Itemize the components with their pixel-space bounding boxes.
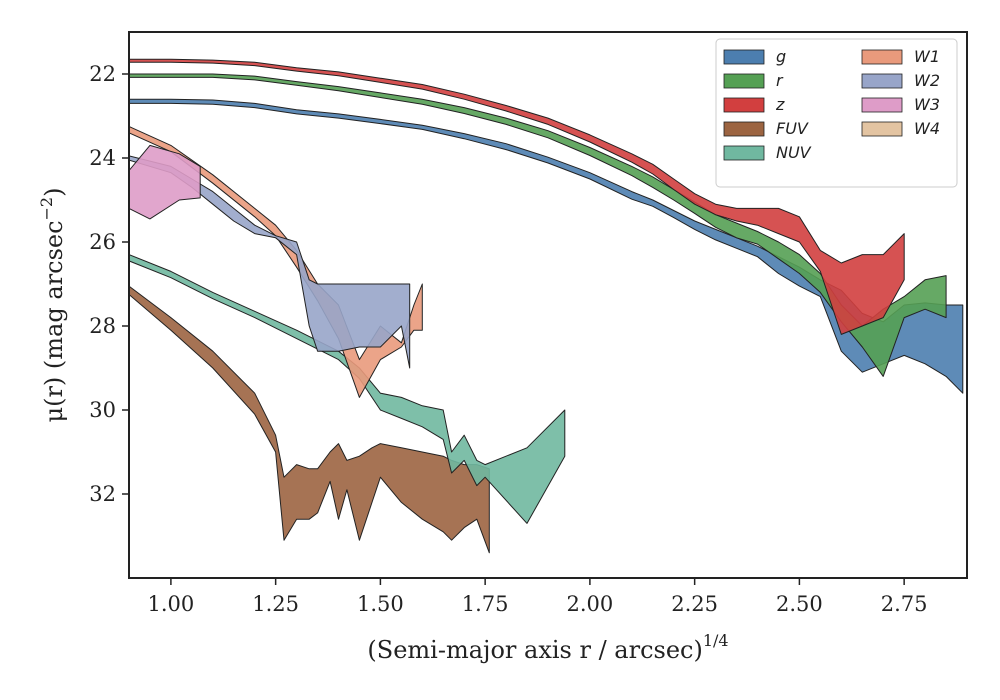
legend-swatch-g: [723, 49, 765, 65]
band-w1: [129, 126, 423, 398]
legend-swatch-w2: [861, 73, 903, 89]
legend-label-nuv: NUV: [776, 143, 812, 162]
legend-swatch-fuv: [723, 121, 765, 137]
x-tick-label: 2.00: [567, 592, 614, 616]
x-axis-ticks: 1.00 1.25 1.50 1.75 2.00 2.25 2.50 2.75: [148, 578, 928, 616]
band-w2: [129, 155, 411, 369]
legend-label-g: g: [776, 47, 786, 66]
y-axis-ticks: 22 24 26 28 30 32: [89, 62, 129, 506]
legend-swatch-w3: [861, 97, 903, 113]
x-tick-label: 2.50: [776, 592, 823, 616]
band-fuv: [129, 285, 490, 554]
series-bands: [129, 58, 964, 554]
legend-label-w3: W3: [914, 95, 940, 114]
legend-label-w4: W4: [914, 119, 940, 138]
y-axis-label: μ(r) (mag arcsec−2): [37, 188, 68, 423]
legend-swatch-nuv: [723, 145, 765, 161]
band-r: [129, 73, 947, 377]
band-w3: [129, 144, 201, 220]
legend-swatch-z: [723, 97, 765, 113]
x-tick-label: 1.75: [462, 592, 509, 616]
x-tick-label: 2.75: [881, 592, 928, 616]
y-tick-label: 24: [89, 146, 116, 170]
band-z: [129, 58, 905, 335]
legend-label-fuv: FUV: [776, 119, 809, 138]
x-tick-label: 2.25: [671, 592, 718, 616]
legend-swatch-w4: [861, 121, 903, 137]
x-axis-label: (Semi-major axis r / arcsec)1/4: [367, 631, 728, 664]
plot-frame: [128, 31, 968, 579]
x-tick-label: 1.00: [148, 592, 195, 616]
y-tick-label: 32: [89, 482, 116, 506]
y-tick-label: 28: [89, 314, 116, 338]
legend-label-r: r: [776, 71, 784, 90]
y-tick-label: 22: [89, 62, 116, 86]
x-tick-label: 1.25: [252, 592, 299, 616]
legend-label-z: z: [775, 95, 785, 114]
legend-swatch-r: [723, 73, 765, 89]
legend-swatch-w1: [861, 49, 903, 65]
legend-label-w2: W2: [914, 71, 940, 90]
legend: grz FUV NUV W1 W2 W3 W4: [715, 38, 958, 188]
legend-label-w1: W1: [914, 47, 940, 66]
y-tick-label: 30: [89, 398, 116, 422]
x-tick-label: 1.50: [357, 592, 404, 616]
y-tick-label: 26: [89, 230, 116, 254]
